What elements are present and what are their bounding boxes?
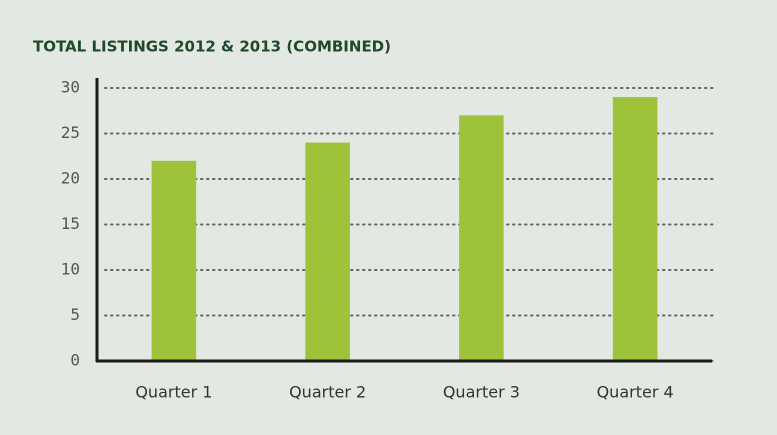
y-tick-label: 10	[61, 260, 80, 279]
bar	[151, 160, 197, 361]
x-tick-label: Quarter 1	[135, 383, 212, 402]
bar	[612, 97, 658, 361]
y-tick-label: 25	[61, 123, 80, 142]
x-tick-label: Quarter 2	[289, 383, 366, 402]
y-tick-label: 0	[70, 351, 80, 370]
chart-title: TOTAL LISTINGS 2012 & 2013 (COMBINED)	[33, 38, 391, 56]
x-tick-label: Quarter 3	[443, 383, 520, 402]
bar	[305, 142, 350, 361]
y-tick-label: 20	[61, 169, 80, 188]
y-tick-label: 30	[61, 78, 80, 97]
x-tick-label: Quarter 4	[597, 383, 674, 402]
y-tick-label: 15	[61, 214, 80, 233]
y-tick-label: 5	[70, 305, 80, 324]
bar	[459, 115, 504, 361]
